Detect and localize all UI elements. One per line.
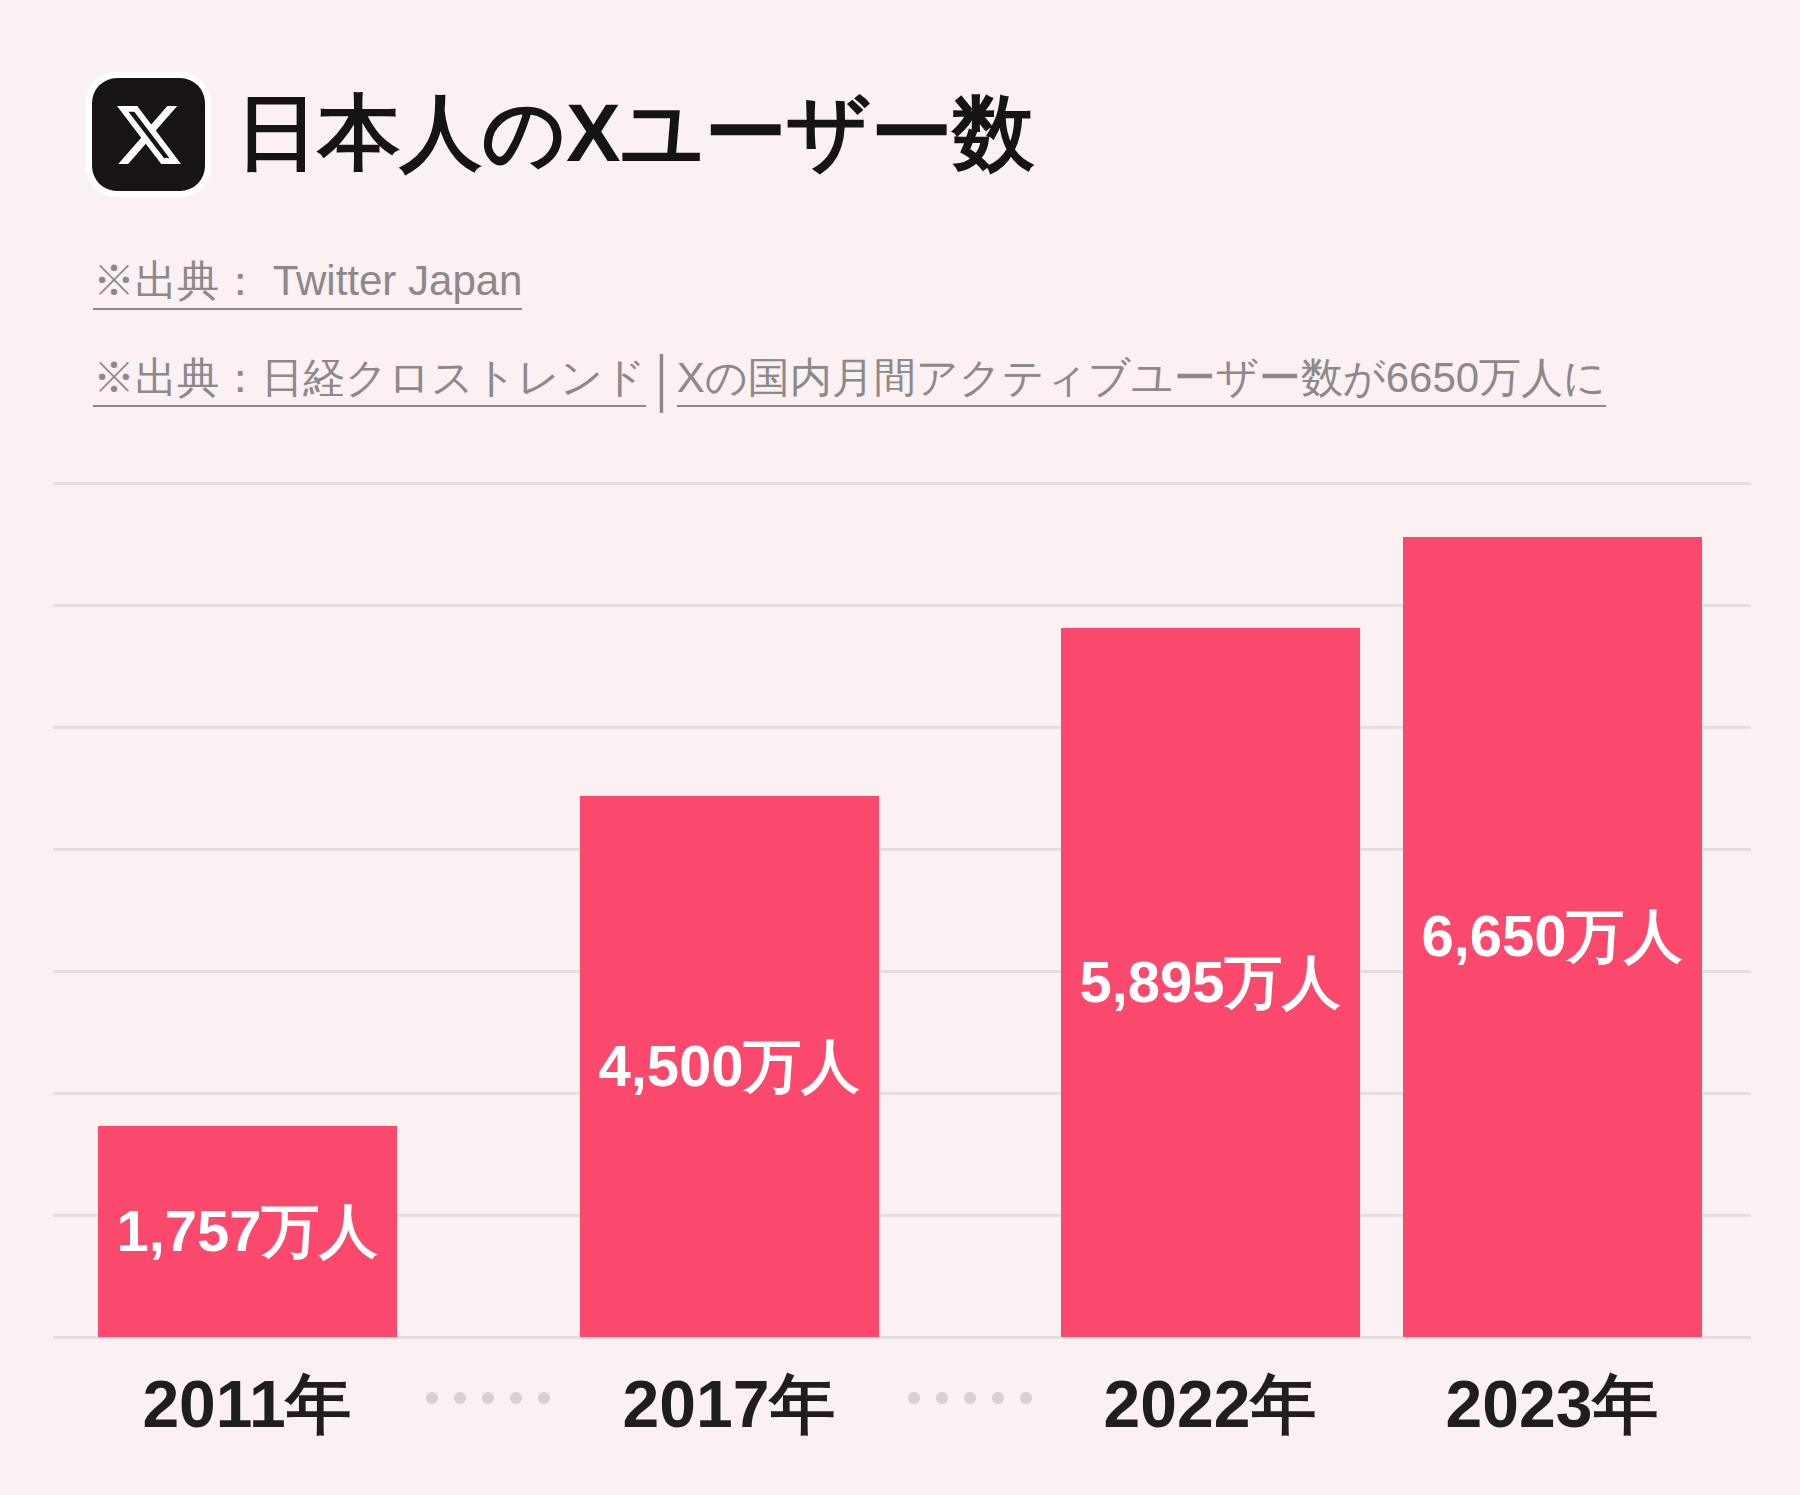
- gap-dot: [936, 1392, 948, 1404]
- source-link-twitter-japan[interactable]: ※出典： Twitter Japan: [93, 255, 522, 310]
- x-logo: [86, 72, 211, 197]
- bar-2011年: 1,757万人: [98, 1126, 397, 1337]
- gridline: [53, 482, 1751, 485]
- x-axis-label-2017年: 2017年: [519, 1360, 939, 1450]
- bar-value-label: 6,650万人: [1421, 898, 1682, 976]
- x-logo-icon: [117, 103, 181, 167]
- gap-dot: [482, 1392, 494, 1404]
- gap-dot: [1020, 1392, 1032, 1404]
- bar-2023年: 6,650万人: [1403, 537, 1702, 1337]
- source-separator: |: [646, 340, 677, 419]
- x-axis-label-2011年: 2011年: [37, 1360, 457, 1450]
- axis-gap-dots: [426, 1392, 550, 1404]
- x-logo-inner: [92, 78, 205, 191]
- bar-2022年: 5,895万人: [1061, 628, 1360, 1337]
- gap-dot: [992, 1392, 1004, 1404]
- bar-value-label: 5,895万人: [1079, 944, 1340, 1022]
- gap-dot: [426, 1392, 438, 1404]
- bar-value-label: 1,757万人: [116, 1193, 377, 1271]
- gap-dot: [538, 1392, 550, 1404]
- bar-value-label: 4,500万人: [598, 1028, 859, 1106]
- source-link-nikkei-prefix[interactable]: ※出典：日経クロストレンド: [93, 352, 646, 407]
- source-link-nikkei-article[interactable]: Xの国内月間アクティブユーザー数が6650万人に: [677, 352, 1606, 407]
- source-line-1: ※出典： Twitter Japan: [93, 255, 522, 310]
- gap-dot: [964, 1392, 976, 1404]
- bar-2017年: 4,500万人: [580, 796, 879, 1337]
- source-line-2: ※出典：日経クロストレンド|Xの国内月間アクティブユーザー数が6650万人に: [93, 352, 1606, 407]
- gap-dot: [510, 1392, 522, 1404]
- gap-dot: [908, 1392, 920, 1404]
- axis-gap-dots: [908, 1392, 1032, 1404]
- page-title: 日本人のXユーザー数: [236, 79, 1034, 189]
- gap-dot: [454, 1392, 466, 1404]
- x-axis-label-2023年: 2023年: [1342, 1360, 1762, 1450]
